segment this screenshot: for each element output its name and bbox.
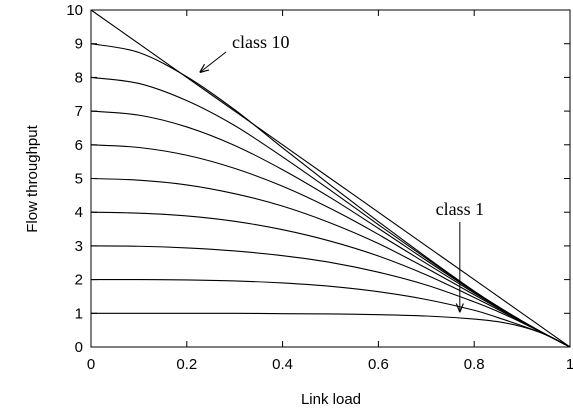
y-tick-label: 5 [75, 171, 83, 188]
x-tick-label: 0.8 [464, 356, 485, 373]
series-line-6 [90, 144, 571, 348]
y-tick-label: 1 [75, 305, 83, 322]
annotation-class-10: class 10 [232, 32, 290, 52]
x-tick-label: 0.6 [368, 356, 389, 373]
x-tick-label: 0 [87, 356, 95, 373]
annotation-arrow-class-10 [200, 51, 227, 72]
x-tick-label: 1 [566, 356, 573, 373]
y-tick-label: 0 [75, 339, 83, 356]
series-line-1 [91, 312, 571, 348]
series-line-2 [90, 279, 571, 348]
y-tick-label: 8 [75, 69, 83, 86]
series-line-3 [90, 245, 571, 348]
series-group [90, 9, 571, 348]
series-line-10 [90, 9, 571, 348]
x-tick-label: 0.4 [272, 356, 293, 373]
y-tick-labels: 0 1 2 3 4 5 6 7 8 9 10 [66, 2, 83, 356]
x-tick-labels: 0 0.2 0.4 0.6 0.8 1 [87, 356, 573, 373]
x-tick-label: 0.2 [176, 356, 197, 373]
y-tick-label: 3 [75, 238, 83, 255]
y-tick-label: 4 [75, 204, 83, 221]
y-axis-title: Flow throughput [24, 124, 41, 232]
series-line-4 [90, 211, 571, 348]
y-tick-label: 7 [75, 103, 83, 120]
y-tick-label: 6 [75, 137, 83, 154]
annotation-class-1: class 1 [436, 199, 485, 219]
x-axis-title: Link load [301, 391, 361, 408]
y-tick-label: 2 [75, 272, 83, 289]
y-tick-label: 10 [66, 2, 83, 19]
y-tick-label: 9 [75, 36, 83, 53]
series-line-9 [90, 43, 571, 348]
annotations: class 10 class 1 [200, 32, 484, 311]
